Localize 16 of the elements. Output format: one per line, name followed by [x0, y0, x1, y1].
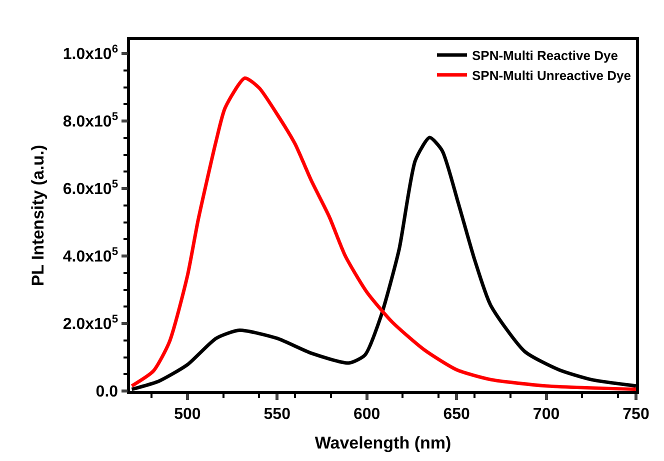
x-tick-label: 550 — [264, 406, 291, 423]
x-tick-label: 600 — [354, 406, 380, 423]
y-tick-label: 6.0x10$^{5}$ — [62, 178, 118, 198]
y-tick-label: 4.0x10$^{5}$ — [62, 246, 118, 266]
y-tick-label: 8.0x10$^{5}$ — [62, 110, 118, 131]
x-tick-label: 750 — [622, 406, 650, 423]
y-tick-label: 2.0x10$^{5}$ — [62, 313, 118, 334]
y-tick-label: 1.0x10$^{6}$ — [62, 43, 118, 64]
x-tick-label: 650 — [443, 406, 470, 423]
x-tick-label: 500 — [174, 406, 201, 423]
y-tick-label: 0.0 — [96, 384, 118, 401]
legend-label: SPN-Multi Unreactive Dye — [472, 68, 631, 83]
x-axis-title: Wavelength (nm) — [314, 433, 452, 452]
x-tick-label: 700 — [532, 406, 560, 423]
legend-label: SPN-Multi Reactive Dye — [472, 48, 618, 64]
y-axis-title: PL Intensity (a.u.) — [28, 144, 48, 286]
